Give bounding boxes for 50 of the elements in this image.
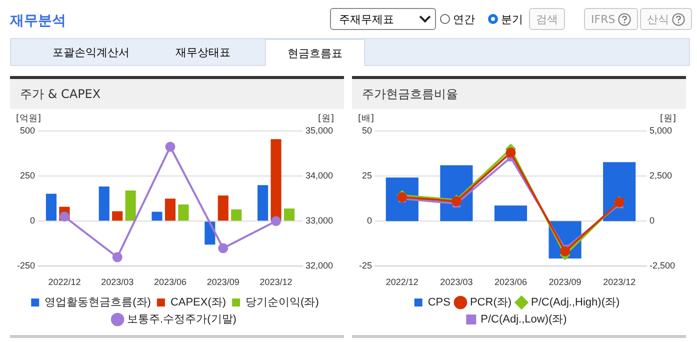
- x-tick-label: 2023/09: [206, 277, 240, 288]
- legend-label: P/C(Adj.,High)(좌): [531, 296, 620, 309]
- text: 포괄손익계산서: [52, 45, 130, 61]
- y2-tick-label: 34,000: [305, 170, 334, 181]
- chart-title: 주가현금흐름비율: [352, 79, 686, 109]
- legend-label: 영업활동현금흐름(좌): [44, 296, 151, 309]
- legend-label: 보통주.수정주가(기말): [127, 314, 236, 326]
- legend-label: PCR(좌): [470, 296, 512, 309]
- x-tick-label: 2023/03: [440, 277, 473, 288]
- y2-axis-title: [원]: [318, 114, 334, 124]
- legend-label: CAPEX(좌): [170, 296, 226, 309]
- y2-tick-label: 35,000: [305, 125, 334, 136]
- text: 검색: [536, 12, 558, 26]
- legend-label: CPS: [428, 296, 450, 309]
- text: 분기: [501, 12, 523, 26]
- x-tick-label: 2023/12: [260, 277, 292, 288]
- chart-title: 주가 & CAPEX: [10, 79, 344, 109]
- x-tick-label: 2023/03: [101, 277, 134, 288]
- y-tick-label: -25: [358, 260, 372, 271]
- y2-tick-label: 32,000: [305, 260, 334, 271]
- x-tick-label: 2023/06: [494, 277, 528, 288]
- x-tick-label: 2022/12: [48, 277, 81, 288]
- text: 현금흐름표: [265, 39, 365, 66]
- y2-tick-label: 33,000: [305, 216, 334, 226]
- text: 재무상태표: [174, 45, 232, 61]
- y2-tick-label: 0: [649, 216, 654, 226]
- y2-tick-label: 2,500: [649, 170, 672, 181]
- y-tick-label: 500: [20, 125, 36, 136]
- y-tick-label: 50: [362, 125, 372, 136]
- y-tick-label: 25: [362, 170, 372, 181]
- x-tick-label: 2023/09: [548, 277, 582, 288]
- y2-axis-title: [원]: [660, 114, 676, 124]
- text: 연간: [453, 12, 475, 26]
- x-tick-label: 2022/12: [386, 277, 418, 288]
- y-tick-label: 250: [20, 170, 36, 181]
- y2-tick-label: 5,000: [649, 125, 672, 136]
- text: IFRS: [591, 12, 616, 26]
- text: 산식: [647, 12, 669, 26]
- y2-tick-label: -2,500: [649, 260, 676, 271]
- y-tick-label: 0: [366, 216, 372, 226]
- text: 주재무제표: [339, 12, 394, 26]
- legend-label: P/C(Adj.,Low)(좌): [480, 314, 567, 326]
- y-tick-label: 0: [30, 216, 36, 226]
- text: 재무분석: [10, 12, 66, 30]
- y-tick-label: -250: [17, 260, 36, 271]
- legend-label: 당기순이익(좌): [246, 296, 319, 309]
- y-axis-title: [억원]: [16, 114, 42, 124]
- y-axis-title: [배]: [358, 114, 374, 124]
- x-tick-label: 2023/06: [154, 277, 187, 288]
- x-tick-label: 2023/12: [603, 277, 636, 288]
